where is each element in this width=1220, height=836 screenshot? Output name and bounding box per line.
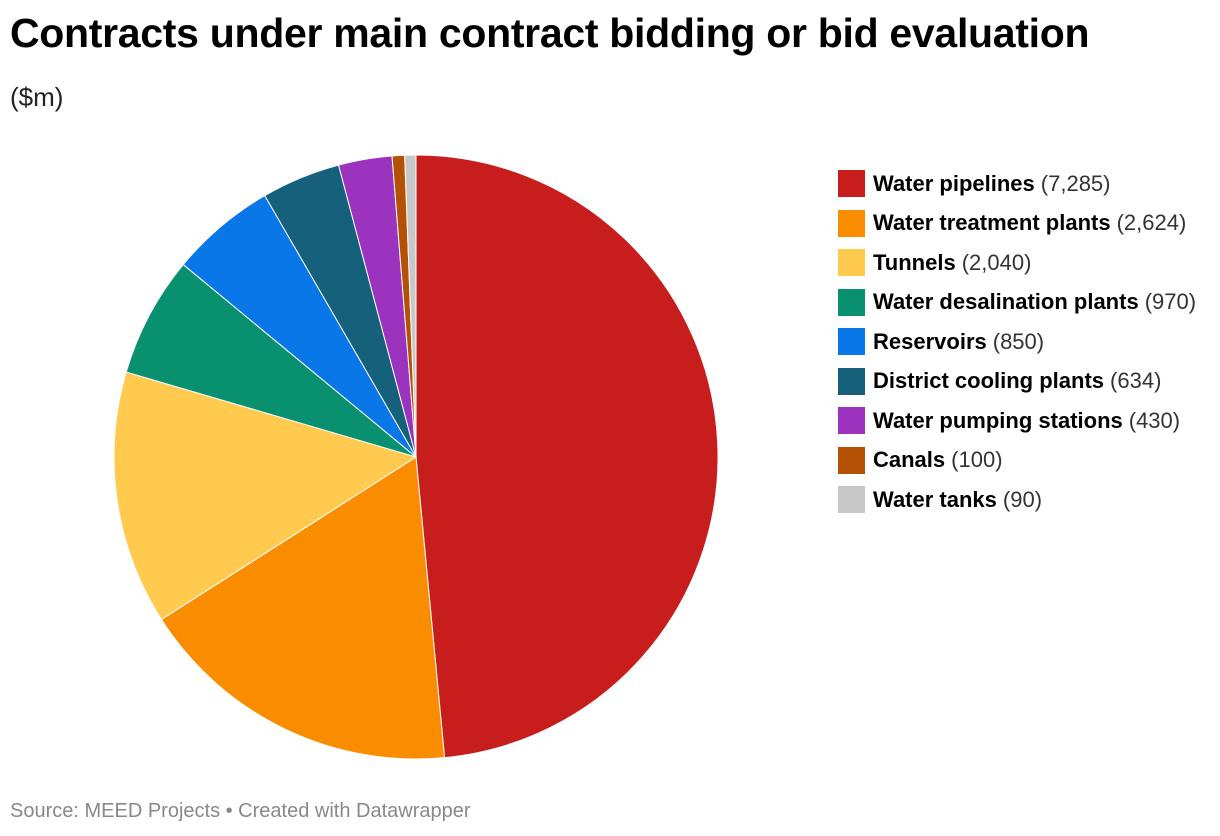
- legend-label: Tunnels: [873, 249, 956, 275]
- legend-label: Reservoirs: [873, 328, 987, 354]
- legend-swatch: [838, 367, 865, 395]
- legend-item: District cooling plants (634): [838, 362, 1218, 402]
- legend-swatch: [838, 446, 865, 474]
- legend-swatch: [838, 407, 865, 435]
- legend-swatch: [838, 249, 865, 277]
- legend-label: Canals: [873, 447, 946, 473]
- legend-item: Reservoirs (850): [838, 322, 1218, 362]
- legend-swatch: [838, 209, 865, 237]
- legend-item: Canals (100): [838, 441, 1218, 481]
- legend-value: (100): [951, 447, 1003, 473]
- legend-swatch: [838, 328, 865, 356]
- legend-value: (634): [1110, 368, 1162, 394]
- pie-slice-water-tanks: [404, 154, 417, 458]
- pie-slice-water-desalination-plants: [125, 263, 417, 458]
- legend-item: Water treatment plants (2,624): [838, 204, 1218, 244]
- legend-item: Water tanks (90): [838, 480, 1218, 520]
- legend-swatch: [838, 170, 865, 198]
- pie-slice-water-treatment-plants: [160, 456, 446, 760]
- chart-legend: Water pipelines (7,285) Water treatment pl…: [838, 164, 1218, 520]
- legend-value: (430): [1128, 407, 1181, 433]
- legend-label: Water pipelines: [873, 170, 1035, 196]
- pie-slice-water-pipelines: [415, 154, 719, 759]
- legend-item: Water desalination plants (970): [838, 283, 1218, 323]
- legend-item: Water pipelines (7,285): [838, 164, 1218, 204]
- legend-label: District cooling plants: [873, 368, 1105, 394]
- legend-value: (7,285): [1040, 170, 1111, 196]
- legend-value: (2,040): [961, 249, 1032, 275]
- legend-swatch: [838, 288, 865, 316]
- legend-label: Water treatment plants: [873, 210, 1111, 236]
- source-note: Source: MEED Projects • Created with Dat…: [10, 800, 471, 822]
- legend-value: (90): [1002, 486, 1043, 512]
- legend-value: (850): [992, 328, 1045, 354]
- pie-slice-tunnels: [113, 371, 418, 621]
- legend-swatch: [838, 486, 865, 514]
- legend-value: (970): [1144, 289, 1197, 315]
- legend-item: Tunnels (2,040): [838, 243, 1218, 283]
- chart-title: Contracts under main contract bidding or…: [10, 10, 1090, 56]
- chart-subtitle: ($m): [10, 82, 64, 112]
- legend-label: Water pumping stations: [873, 407, 1123, 433]
- legend-item: Water pumping stations (430): [838, 401, 1218, 441]
- legend-value: (2,624): [1116, 210, 1187, 236]
- legend-label: Water tanks: [873, 486, 997, 512]
- legend-label: Water desalination plants: [873, 289, 1139, 315]
